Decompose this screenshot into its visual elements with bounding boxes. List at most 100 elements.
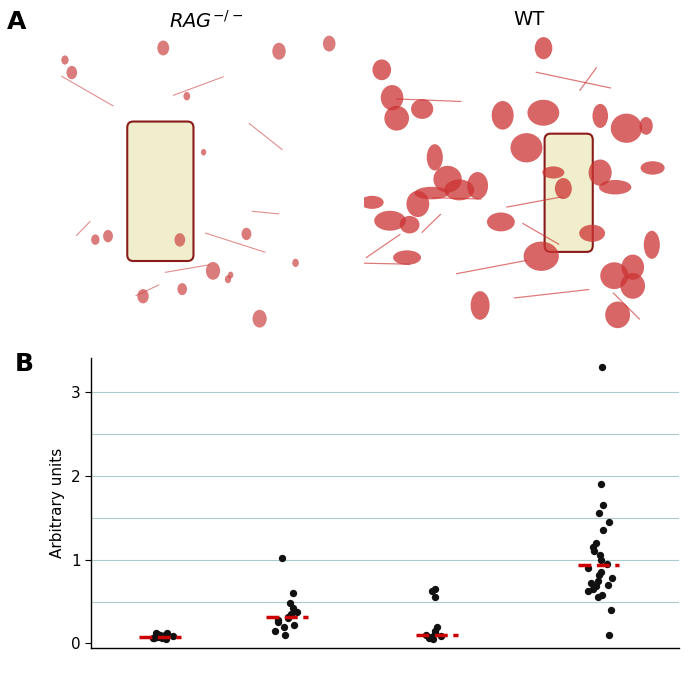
Point: [161, 628, 172, 639]
Ellipse shape: [272, 43, 286, 60]
Ellipse shape: [467, 172, 488, 199]
Ellipse shape: [524, 242, 559, 271]
Ellipse shape: [174, 233, 186, 247]
Ellipse shape: [640, 161, 665, 174]
Point: [147, 632, 158, 643]
Ellipse shape: [393, 250, 421, 265]
Ellipse shape: [381, 85, 403, 110]
Point: [595, 479, 606, 490]
Ellipse shape: [620, 273, 645, 299]
Point: [153, 631, 164, 642]
Ellipse shape: [622, 254, 644, 280]
FancyBboxPatch shape: [127, 121, 193, 261]
Text: $RAG^{-/-}$: $RAG^{-/-}$: [169, 10, 244, 32]
Point: [429, 592, 440, 603]
Text: B: B: [15, 353, 34, 376]
Ellipse shape: [66, 66, 77, 79]
Ellipse shape: [407, 191, 429, 217]
Ellipse shape: [444, 179, 474, 200]
Ellipse shape: [293, 259, 299, 267]
Point: [603, 630, 615, 641]
Point: [587, 542, 598, 553]
Point: [603, 579, 614, 590]
Ellipse shape: [374, 211, 406, 231]
Point: [276, 553, 288, 564]
Y-axis label: Arbitrary units: Arbitrary units: [50, 448, 65, 558]
Ellipse shape: [535, 37, 552, 59]
Point: [596, 361, 608, 372]
Ellipse shape: [542, 167, 564, 178]
Point: [429, 584, 440, 595]
Point: [156, 632, 167, 643]
Point: [160, 630, 171, 641]
Point: [582, 586, 594, 597]
Point: [598, 525, 609, 536]
Ellipse shape: [414, 187, 449, 199]
Point: [596, 589, 608, 600]
Point: [435, 630, 446, 641]
Ellipse shape: [372, 59, 391, 80]
Ellipse shape: [599, 180, 631, 194]
Point: [270, 626, 281, 637]
Ellipse shape: [360, 196, 384, 209]
Point: [429, 626, 440, 637]
Ellipse shape: [103, 230, 113, 243]
Point: [152, 629, 163, 640]
Point: [150, 628, 162, 639]
Point: [592, 575, 603, 586]
Ellipse shape: [241, 228, 251, 240]
Ellipse shape: [201, 149, 206, 156]
Ellipse shape: [527, 100, 559, 125]
Ellipse shape: [183, 92, 190, 101]
Ellipse shape: [384, 106, 409, 131]
Ellipse shape: [491, 101, 514, 130]
Text: A: A: [7, 10, 27, 34]
FancyBboxPatch shape: [545, 134, 593, 252]
Point: [428, 634, 439, 645]
Point: [588, 546, 599, 557]
Point: [168, 630, 179, 641]
Point: [603, 516, 615, 527]
Point: [605, 604, 616, 615]
Point: [426, 586, 438, 597]
Ellipse shape: [640, 117, 653, 135]
Point: [160, 631, 172, 642]
Ellipse shape: [411, 99, 433, 119]
Ellipse shape: [91, 234, 99, 245]
Point: [282, 613, 293, 624]
Text: WT: WT: [513, 10, 544, 30]
Ellipse shape: [158, 41, 169, 55]
Point: [420, 630, 431, 641]
Ellipse shape: [400, 216, 419, 234]
Point: [280, 630, 291, 641]
Ellipse shape: [228, 271, 233, 278]
Point: [282, 611, 293, 622]
Point: [594, 550, 605, 561]
Ellipse shape: [206, 262, 220, 280]
Point: [590, 537, 601, 548]
Ellipse shape: [433, 166, 462, 192]
Point: [431, 621, 442, 633]
Point: [154, 630, 165, 641]
Ellipse shape: [177, 283, 187, 295]
Ellipse shape: [601, 263, 629, 289]
Point: [279, 621, 290, 633]
Point: [596, 554, 607, 565]
Point: [593, 592, 604, 603]
Point: [272, 617, 284, 628]
Point: [582, 562, 594, 573]
Point: [288, 619, 299, 630]
Point: [424, 632, 435, 643]
Ellipse shape: [62, 55, 69, 65]
Ellipse shape: [137, 289, 148, 303]
Point: [285, 608, 296, 619]
Ellipse shape: [470, 291, 489, 320]
Point: [593, 508, 604, 519]
Point: [160, 634, 172, 645]
Point: [288, 603, 299, 614]
Ellipse shape: [253, 310, 267, 327]
Point: [593, 569, 604, 580]
Ellipse shape: [592, 104, 608, 128]
Point: [426, 631, 437, 642]
Ellipse shape: [611, 114, 642, 143]
